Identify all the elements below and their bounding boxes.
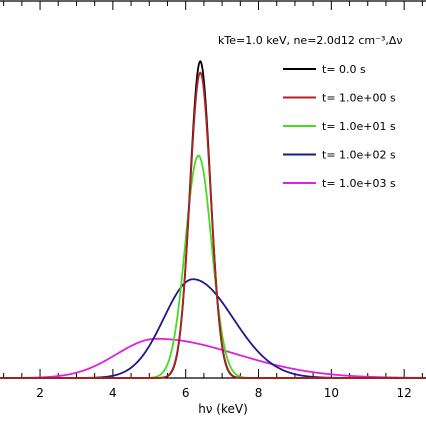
chart-title: kTe=1.0 keV, ne=2.0d12 cm⁻³,Δν bbox=[218, 34, 403, 47]
x-tick-label: 10 bbox=[324, 386, 339, 400]
x-ticks: 2 4 6 8 10 12 bbox=[3, 1, 423, 400]
legend: t= 0.0 s t= 1.0e+00 s t= 1.0e+01 s t= 1.0e+… bbox=[283, 63, 396, 190]
x-tick-label: 8 bbox=[255, 386, 263, 400]
series-line-3 bbox=[0, 278, 426, 379]
legend-label: t= 1.0e+02 s bbox=[322, 149, 396, 162]
legend-label: t= 1.0e+00 s bbox=[322, 92, 396, 105]
x-tick-label: 12 bbox=[397, 386, 412, 400]
series-line-1 bbox=[0, 71, 426, 379]
series-line-4 bbox=[0, 337, 426, 379]
legend-label: t= 1.0e+01 s bbox=[322, 120, 396, 133]
legend-label: t= 1.0e+03 s bbox=[322, 177, 396, 190]
legend-label: t= 0.0 s bbox=[322, 63, 366, 76]
x-axis-label: hν (keV) bbox=[198, 402, 248, 416]
x-tick-label: 2 bbox=[36, 386, 44, 400]
series-layer bbox=[0, 59, 426, 379]
x-tick-label: 4 bbox=[109, 386, 117, 400]
x-tick-label: 6 bbox=[182, 386, 190, 400]
